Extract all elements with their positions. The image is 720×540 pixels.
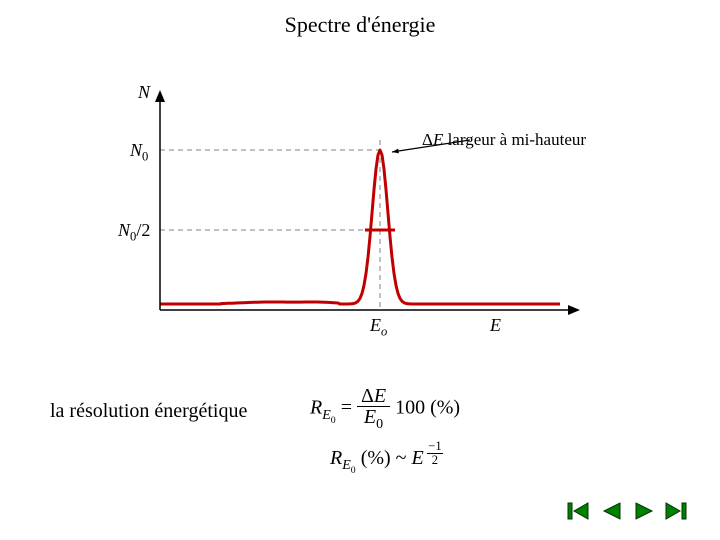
resolution-scaling-formula: RE0 (%) ~ E −1 2	[330, 440, 443, 476]
nav-next-button[interactable]	[630, 500, 658, 522]
energy-spectrum-graph: N N0 N0/2 Eo E ΔE largeur à mi-hauteur	[110, 90, 620, 340]
y-axis-label: N	[138, 82, 150, 103]
delta-e-annotation: ΔE largeur à mi-hauteur	[422, 130, 586, 150]
graph-svg	[110, 90, 620, 340]
nav-last-icon	[662, 500, 690, 522]
resolution-label: la résolution énergétique	[50, 400, 247, 423]
nav-buttons	[566, 500, 690, 522]
nav-first-icon	[566, 500, 594, 522]
nav-prev-button[interactable]	[598, 500, 626, 522]
page-title: Spectre d'énergie	[0, 12, 720, 38]
e-axis-label: E	[490, 315, 501, 336]
nav-last-button[interactable]	[662, 500, 690, 522]
e0-label: Eo	[370, 315, 387, 340]
fwhm-text: largeur à mi-hauteur	[448, 130, 586, 149]
nav-prev-icon	[598, 500, 626, 522]
nav-next-icon	[630, 500, 658, 522]
n0-half-label: N0/2	[118, 220, 150, 245]
nav-first-button[interactable]	[566, 500, 594, 522]
n0-label: N0	[130, 140, 148, 165]
resolution-formula: RE0 = ΔE E0 100 (%)	[310, 386, 460, 432]
